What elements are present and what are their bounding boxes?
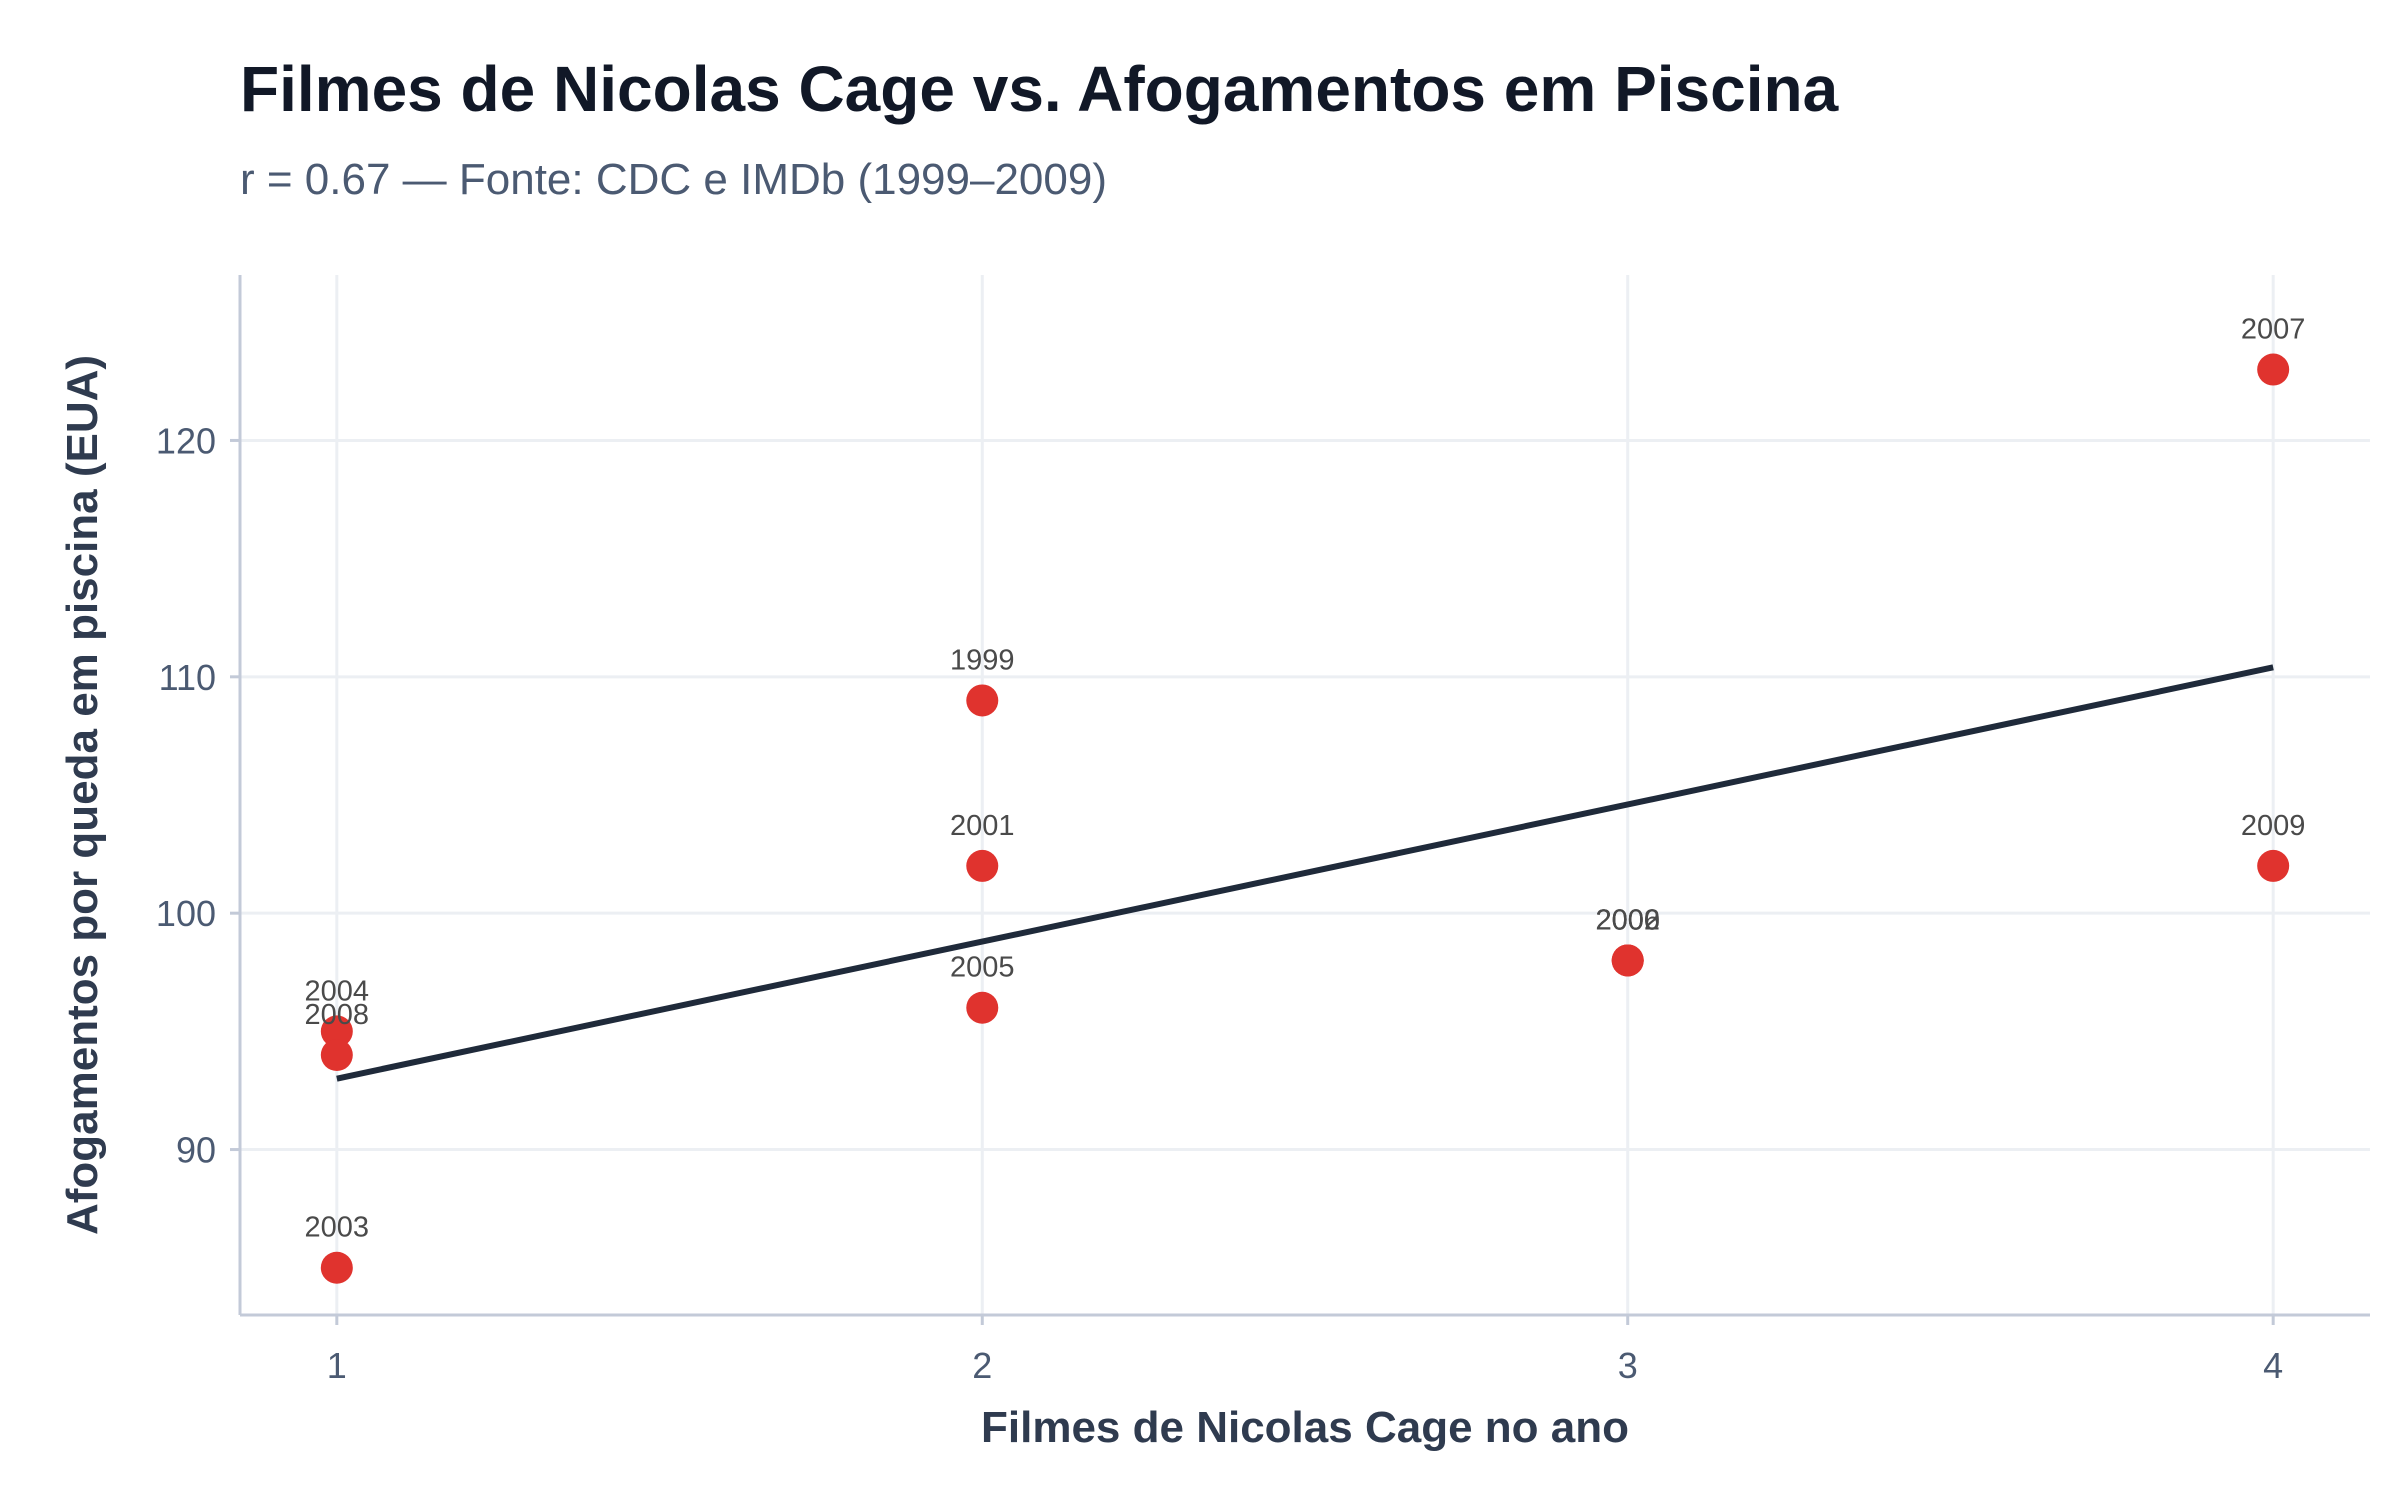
point-label: 2006 [1595, 904, 1660, 936]
point-label: 2003 [305, 1212, 370, 1244]
points-layer [320, 353, 2290, 1284]
point-label: 2002 [1595, 904, 1660, 936]
data-point [320, 1039, 353, 1071]
data-point [966, 991, 999, 1024]
point-label: 2000 [1595, 904, 1660, 936]
data-point [2257, 353, 2290, 386]
y-tick-label: 120 [156, 420, 216, 461]
data-point [1611, 944, 1644, 977]
x-tick-label: 2 [972, 1345, 992, 1386]
data-point [2257, 849, 2290, 882]
x-axis-title: Filmes de Nicolas Cage no ano [981, 1403, 1629, 1452]
point-label: 2004 [305, 975, 370, 1007]
trendline [336, 664, 2274, 1082]
chart-title: Filmes de Nicolas Cage vs. Afogamentos e… [240, 53, 1839, 125]
point-label: 1999 [950, 644, 1015, 676]
y-tick-label: 90 [176, 1130, 216, 1171]
axes-layer: 1 2 3 4 90 100 110 120 [156, 275, 2370, 1386]
data-point [320, 1251, 353, 1284]
point-label: 2007 [2241, 314, 2306, 346]
data-point [966, 684, 999, 717]
chart-subtitle: r = 0.67 — Fonte: CDC e IMDb (1999–2009) [240, 155, 1107, 204]
data-point [966, 849, 999, 882]
grid-layer [240, 275, 2370, 1315]
x-tick-label: 3 [1618, 1345, 1638, 1386]
data-point [320, 1015, 353, 1048]
point-label: 2008 [305, 999, 370, 1031]
y-tick-label: 100 [156, 893, 216, 934]
y-tick-label: 110 [159, 657, 216, 698]
point-label: 2005 [950, 952, 1015, 984]
trendline-layer [336, 664, 2274, 1082]
point-label: 2001 [950, 810, 1015, 842]
point-label: 2009 [2241, 810, 2306, 842]
y-axis-title: Afogamentos por queda em piscina (EUA) [58, 355, 107, 1235]
x-tick-label: 4 [2263, 1345, 2283, 1386]
point-labels-layer: 1999 2000 2001 2002 2003 2004 2005 2006 2007 2008… [305, 314, 2306, 1244]
x-tick-label: 1 [327, 1345, 347, 1386]
